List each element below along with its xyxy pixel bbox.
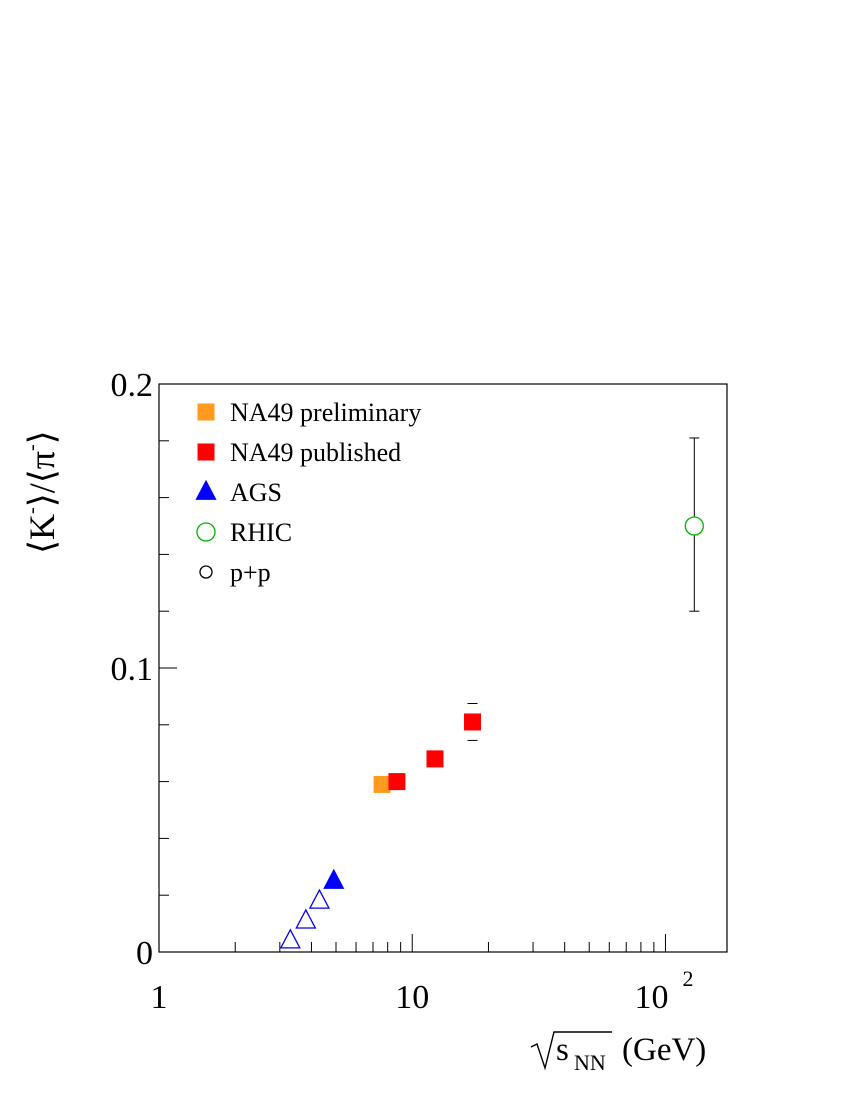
y-axis-title-pi: π	[22, 451, 62, 469]
x-axis-title: s NN (GeV)	[530, 1031, 706, 1075]
x-axis-title-unit: (GeV)	[622, 1032, 706, 1068]
legend-label: NA49 preliminary	[230, 398, 421, 427]
data-point	[323, 868, 345, 889]
legend-entry: NA49 published	[197, 438, 401, 467]
legend-label: AGS	[230, 478, 282, 507]
legend-marker	[199, 565, 213, 579]
x-tick-label-base: 10	[395, 979, 429, 1016]
x-tick-label-base: 10	[634, 979, 668, 1016]
data-point	[308, 888, 330, 909]
legend-entry: AGS	[195, 478, 282, 507]
y-tick-label: 0.2	[111, 367, 154, 404]
legend-entry: RHIC	[196, 518, 292, 547]
y-axis-title: ⟨K-⟩/⟨π-⟩	[21, 430, 62, 554]
legend-label: p+p	[230, 558, 271, 587]
legend-label: RHIC	[230, 518, 292, 547]
legend-label: NA49 published	[230, 438, 401, 467]
data-point	[684, 516, 704, 536]
legend-marker	[197, 403, 215, 421]
legend-marker	[195, 479, 217, 500]
x-tick-label-exponent: 2	[682, 966, 693, 991]
legend-entry: p+p	[199, 558, 271, 587]
data-point	[388, 773, 406, 791]
legend-marker	[196, 522, 216, 542]
data-point	[279, 928, 301, 949]
x-tick-label: 10	[395, 979, 429, 1016]
legend-marker	[197, 443, 215, 461]
svg-text:⟨K-⟩/⟨π-⟩: ⟨K-⟩/⟨π-⟩	[21, 430, 62, 554]
axes: 1 10 10 2 0 0.1 0.2	[111, 367, 694, 1016]
data-point	[426, 750, 444, 768]
x-axis-title-s: s	[556, 1032, 569, 1068]
x-axis-title-subscript: NN	[574, 1050, 606, 1075]
x-tick-label: 10 2	[634, 966, 693, 1016]
legend-entry: NA49 preliminary	[197, 398, 421, 427]
data-points	[279, 437, 704, 949]
sqrt-sign	[530, 1031, 612, 1071]
y-tick-label: 0.1	[111, 651, 154, 688]
x-tick-label: 1	[151, 979, 168, 1016]
data-point	[464, 713, 482, 731]
y-axis-title-pi-charge: -	[21, 444, 43, 451]
data-point	[373, 775, 391, 793]
data-point	[295, 908, 317, 929]
x-tick-label-base: 1	[151, 979, 168, 1016]
y-axis-title-k-charge: -	[21, 507, 43, 514]
legend: NA49 preliminary NA49 published AGS RHIC p+p	[195, 398, 421, 587]
plot-frame	[158, 383, 728, 953]
y-tick-label: 0	[136, 935, 153, 972]
y-axis-title-k: K	[22, 514, 62, 540]
